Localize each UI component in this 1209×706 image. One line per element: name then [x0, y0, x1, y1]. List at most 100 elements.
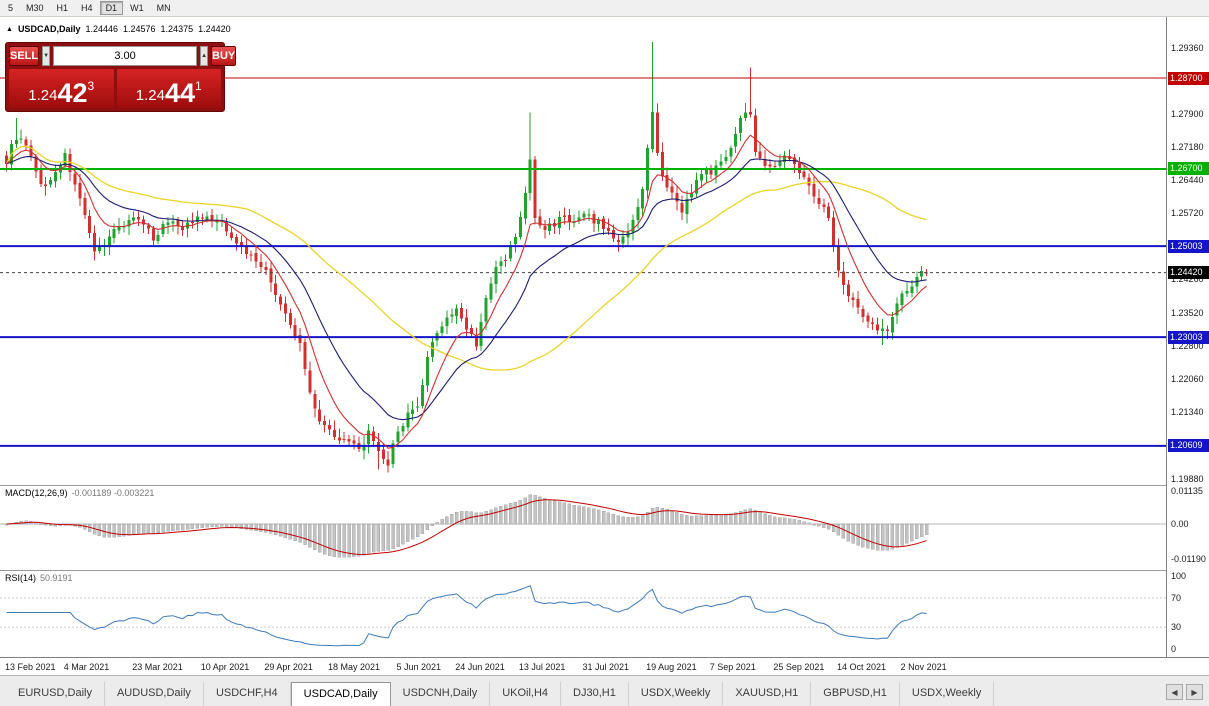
tab-usdcnh-daily[interactable]: USDCNH,Daily: [391, 682, 491, 706]
sell-price-pips: 42: [57, 78, 88, 108]
time-axis-label: 14 Oct 2021: [836, 662, 887, 672]
rsi-value: 50.9191: [40, 573, 73, 583]
ohlc-open-value: 1.24446: [85, 24, 118, 34]
symbol-tabs: EURUSD,Daily AUDUSD,Daily USDCHF,H4 USDCAD,…: [6, 682, 995, 706]
buy-price-pips: 44: [164, 78, 196, 108]
tabs-scroll-left-button[interactable]: ◀: [1166, 684, 1183, 700]
price-scale-label: 1.23520: [1171, 308, 1204, 319]
rsi-line: [6, 585, 927, 647]
price-scale-label: 1.27900: [1171, 108, 1204, 119]
sell-price-major: 1.24: [28, 87, 58, 104]
tab-xauusd-h1[interactable]: XAUUSD,H1: [723, 682, 812, 706]
timeframe-button-5[interactable]: 5: [8, 3, 14, 13]
timeframe-button-h1[interactable]: H1: [56, 3, 69, 13]
tab-navigation: ◀ ▶: [1166, 684, 1203, 700]
timeframe-toolbar: 5 M30 H1 H4 D1 W1 MN: [0, 0, 1209, 17]
tab-ukoil-h4[interactable]: UKOil,H4: [490, 682, 562, 706]
tab-usdx-weekly[interactable]: USDX,Weekly: [900, 682, 995, 706]
macd-name: MACD(12,26,9): [5, 488, 68, 498]
time-axis-label: 13 Feb 2021: [5, 662, 56, 672]
buy-price-display[interactable]: 1.24 44 1: [116, 69, 221, 108]
price-badge-current-price: 1.24420: [1168, 266, 1209, 280]
macd-scale-label: 0.00: [1171, 519, 1189, 529]
timeframe-button-m30[interactable]: M30: [26, 3, 44, 13]
macd-signal-line: [6, 499, 927, 556]
candles-layer: [5, 42, 929, 473]
chart-tab-bar: EURUSD,Daily AUDUSD,Daily USDCHF,H4 USDCAD,…: [0, 675, 1209, 706]
rsi-indicator-canvas[interactable]: [0, 571, 1166, 657]
ohlc-low-value: 1.24375: [160, 24, 194, 34]
rsi-scale-label: 30: [1171, 622, 1182, 633]
tab-usdx-weekly[interactable]: USDX,Weekly: [629, 682, 724, 706]
timeframe-button-d1[interactable]: D1: [99, 1, 124, 15]
macd-indicator-label: MACD(12,26,9) -0.001189 -0.003221: [5, 488, 154, 498]
chart-symbol-label: USDCAD,Daily: [17, 24, 81, 34]
volume-increase-button[interactable]: ▲: [200, 46, 209, 66]
timeframe-button-mn[interactable]: MN: [156, 3, 171, 13]
buy-price-point: 1: [195, 79, 202, 93]
time-axis[interactable]: 13 Feb 2021 4 Mar 2021 23 Mar 2021 10 Apr 2…: [0, 657, 1209, 675]
time-axis-label: 23 Mar 2021: [132, 662, 183, 672]
sell-button[interactable]: SELL: [9, 46, 40, 66]
sell-price-point: 3: [87, 79, 95, 93]
time-axis-label: 10 Apr 2021: [200, 662, 250, 672]
price-scale[interactable]: 1.29360 1.27900 1.27180 1.26440 1.25720 1.242…: [1166, 17, 1209, 657]
rsi-scale-label: 70: [1171, 592, 1182, 603]
rsi-name: RSI(14): [5, 573, 37, 583]
trade-panel-controls: SELL ▼ ▲ BUY: [9, 46, 237, 66]
rsi-scale-label: 0: [1171, 644, 1177, 654]
tab-usdcad-daily[interactable]: USDCAD,Daily: [290, 682, 391, 706]
price-scale-label: 1.24260: [1171, 274, 1204, 285]
macd-indicator-canvas[interactable]: [0, 486, 1166, 570]
time-axis-label: 24 Jun 2021: [455, 662, 505, 672]
timeframe-button-w1[interactable]: W1: [130, 3, 144, 13]
tab-gbpusd-h1[interactable]: GBPUSD,H1: [811, 682, 900, 706]
tab-audusd-daily[interactable]: AUDUSD,Daily: [105, 682, 204, 706]
price-scale-label: 1.29360: [1171, 42, 1204, 53]
price-badge-level-blue: 1.25003: [1168, 239, 1209, 253]
price-badge-level-blue: 1.23003: [1168, 330, 1209, 344]
price-scale-label: 1.22800: [1171, 340, 1204, 351]
buy-button[interactable]: BUY: [211, 46, 237, 66]
panel-separator[interactable]: [0, 485, 1209, 486]
time-axis-label: 19 Aug 2021: [646, 662, 697, 672]
sell-price-display[interactable]: 1.24 42 3: [9, 69, 114, 108]
trade-panel-prices: 1.24 42 3 1.24 44 1: [9, 69, 221, 108]
price-scale-label: 1.21340: [1171, 407, 1204, 418]
chart-workspace: ▲ USDCAD,Daily 1.24446 1.24576 1.24375 1…: [0, 17, 1209, 657]
rsi-indicator-label: RSI(14) 50.9191: [5, 573, 73, 583]
time-axis-label: 7 Sep 2021: [709, 662, 756, 672]
tab-dj30-h1[interactable]: DJ30,H1: [561, 682, 629, 706]
price-badge-level-blue: 1.20609: [1168, 439, 1209, 453]
time-axis-label: 4 Mar 2021: [63, 662, 110, 672]
macd-histogram: [4, 494, 929, 558]
time-axis-label: 25 Sep 2021: [773, 662, 825, 672]
direction-up-icon: ▲: [6, 25, 13, 33]
macd-values: -0.001189 -0.003221: [71, 488, 155, 498]
ma-slow-line: [5, 145, 927, 371]
ohlc-high-value: 1.24576: [123, 24, 156, 34]
time-axis-label: 5 Jun 2021: [396, 662, 442, 672]
volume-input[interactable]: [53, 46, 198, 66]
price-scale-label: 1.26440: [1171, 175, 1204, 186]
chart-ohlc-header: ▲ USDCAD,Daily 1.24446 1.24576 1.24375 1…: [6, 24, 231, 34]
ohlc-close-value: 1.24420: [198, 24, 231, 34]
time-axis-label: 2 Nov 2021: [900, 662, 947, 672]
price-scale-label: 1.25720: [1171, 208, 1204, 219]
ma-mid-line: [6, 156, 927, 421]
timeframe-button-h4[interactable]: H4: [81, 3, 93, 13]
tab-eurusd-daily[interactable]: EURUSD,Daily: [6, 682, 105, 706]
ma-fast-line: [6, 134, 927, 449]
volume-decrease-button[interactable]: ▼: [42, 46, 51, 66]
tabs-scroll-right-button[interactable]: ▶: [1186, 684, 1203, 700]
price-scale-label: 1.22060: [1171, 374, 1204, 385]
tab-usdchf-h4[interactable]: USDCHF,H4: [204, 682, 291, 706]
time-axis-label: 31 Jul 2021: [582, 662, 630, 672]
panel-separator[interactable]: [0, 570, 1209, 571]
macd-scale-label: -0.01190: [1171, 553, 1206, 564]
price-scale-label: 1.27180: [1171, 141, 1204, 152]
time-axis-label: 29 Apr 2021: [264, 662, 313, 672]
macd-scale-label: 0.01135: [1171, 486, 1203, 496]
